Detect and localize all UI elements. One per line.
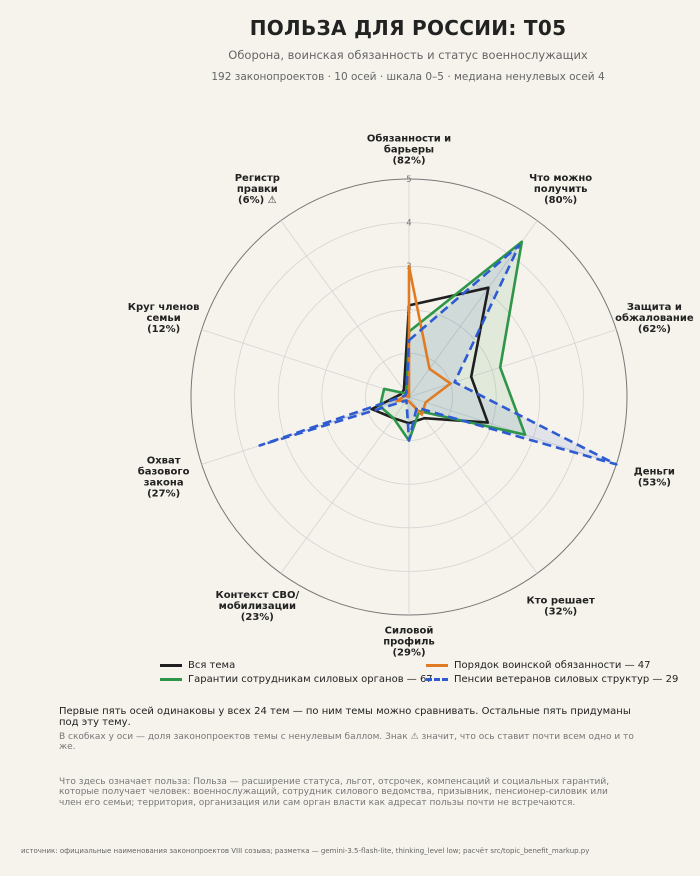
- grid-spoke: [408, 396, 538, 574]
- chart-title: ПОЛЬЗА ДЛЯ РОССИИ: Т05: [249, 16, 567, 40]
- series-fill: [259, 245, 617, 465]
- axis-label: Защита и обжалование (62%): [615, 302, 694, 335]
- axis-label: Кто решает (32%): [527, 596, 595, 618]
- legend-item-guarantees: Гарантии сотрудникам силовых органов — 6…: [160, 674, 433, 685]
- chart-subtitle: Оборона, воинская обязанность и статус в…: [228, 48, 588, 62]
- legend-swatch: [426, 678, 448, 681]
- note-axes: Первые пять осей одинаковы у всех 24 тем…: [59, 706, 631, 728]
- legend-label: Гарантии сотрудникам силовых органов — 6…: [188, 674, 433, 685]
- legend-label: Порядок воинской обязанности — 47: [454, 660, 651, 671]
- note-brackets: В скобках у оси — доля законопроектов те…: [59, 732, 634, 752]
- grid-spoke: [280, 220, 410, 398]
- axis-label: Круг членов семьи (12%): [128, 302, 200, 335]
- axis-label: Обязанности и барьеры (82%): [367, 133, 451, 167]
- series-line: [395, 264, 452, 416]
- axis-label: Охват базового закона (27%): [138, 456, 190, 500]
- grid-spoke: [280, 396, 410, 574]
- legend-swatch: [160, 664, 182, 667]
- tick-label: 5: [406, 175, 411, 185]
- source-note: источник: официальные наименования закон…: [21, 847, 590, 855]
- legend-item-pensions: Пенсии ветеранов силовых структур — 29: [426, 674, 678, 685]
- axis-label: Регистр правки (6%) ⚠: [235, 173, 280, 206]
- legend-swatch: [426, 664, 448, 667]
- axis-label: Силовой профиль (29%): [383, 626, 435, 659]
- tick-label: 4: [406, 219, 411, 229]
- series-line: [258, 244, 618, 466]
- grid-spoke: [201, 329, 410, 398]
- axis-label: Контекст СВО/мобилизации (23%): [216, 590, 300, 623]
- note-benefit-definition: Что здесь означает польза: Польза — расш…: [59, 777, 610, 808]
- axis-label: Что можно получить (80%): [529, 173, 592, 206]
- axis-label: Деньги (53%): [634, 467, 675, 489]
- legend-label: Пенсии ветеранов силовых структур — 29: [454, 674, 679, 685]
- legend-swatch: [160, 678, 182, 681]
- legend-item-whole-topic: Вся тема: [160, 660, 235, 671]
- chart-meta: 192 законопроектов · 10 осей · шкала 0–5…: [211, 71, 605, 83]
- grid-spoke: [408, 329, 617, 398]
- legend-item-conscription: Порядок воинской обязанности — 47: [426, 660, 650, 671]
- legend-label: Вся тема: [188, 660, 236, 671]
